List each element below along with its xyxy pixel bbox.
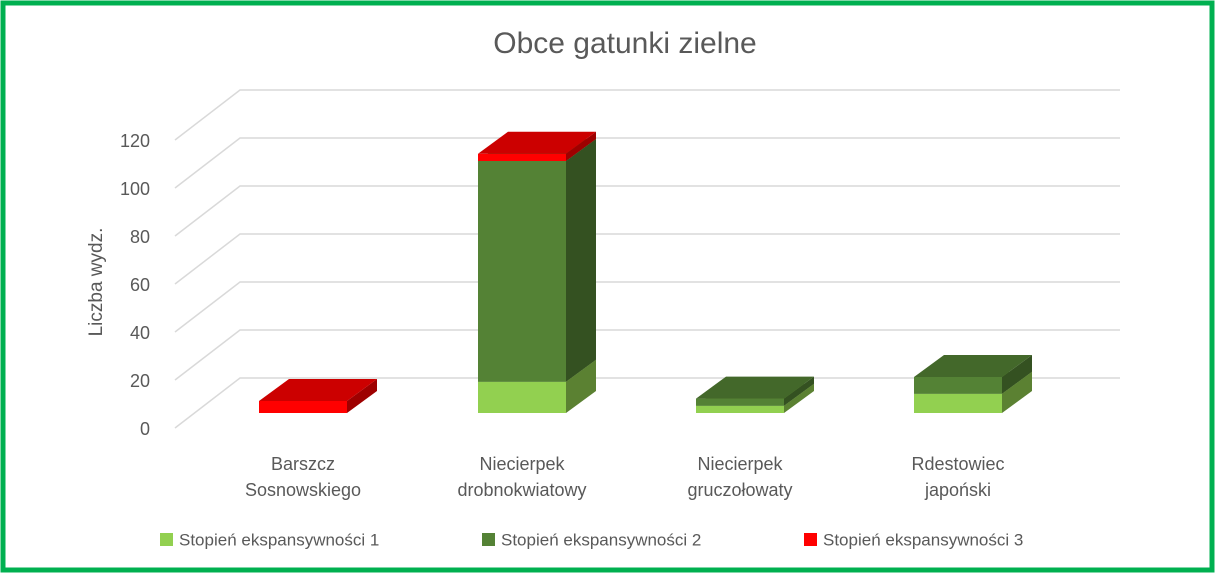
bar-side — [566, 139, 596, 382]
x-tick-label: japoński — [924, 480, 991, 500]
bar-side — [1002, 371, 1032, 413]
bar-front — [478, 381, 566, 413]
bar — [478, 139, 596, 382]
y-tick-label: 20 — [130, 371, 150, 391]
grid-line — [174, 137, 1120, 189]
legend-swatch — [160, 533, 173, 546]
bar-front — [478, 153, 566, 161]
legend-swatch — [482, 533, 495, 546]
grid-line — [174, 329, 1120, 381]
chart-title: Obce gatunki zielne — [493, 27, 757, 60]
x-tick-label: Niecierpek — [479, 454, 565, 474]
x-tick-label: Niecierpek — [697, 454, 783, 474]
grid-line — [174, 377, 1120, 429]
x-tick-label: Rdestowiec — [911, 454, 1004, 474]
bar-side — [566, 131, 596, 161]
bar — [478, 131, 596, 161]
bar-front — [478, 161, 566, 382]
bar-side — [1002, 355, 1032, 394]
bar-top — [478, 131, 596, 154]
bar-side — [784, 383, 814, 413]
grid-line — [174, 185, 1120, 237]
bar — [914, 355, 1032, 394]
y-tick-label: 80 — [130, 227, 150, 247]
grid-line — [174, 281, 1120, 333]
legend-label: Stopień ekspansywności 1 — [179, 530, 379, 549]
x-tick-label: gruczołowaty — [687, 480, 792, 500]
x-tick-label: drobnokwiatowy — [457, 480, 586, 500]
bar-front — [696, 398, 784, 406]
legend-label: Stopień ekspansywności 3 — [823, 530, 1023, 549]
bar-side — [566, 359, 596, 413]
y-tick-label: 0 — [140, 419, 150, 439]
legend-swatch — [804, 533, 817, 546]
bar — [259, 379, 377, 413]
bar-side — [347, 379, 377, 413]
grid-line — [174, 233, 1120, 285]
bar-side — [784, 376, 814, 406]
bar-front — [696, 405, 784, 413]
grid-line — [174, 89, 1120, 141]
bar-front — [259, 401, 347, 413]
legend-label: Stopień ekspansywności 2 — [501, 530, 701, 549]
y-tick-label: 120 — [120, 131, 150, 151]
x-tick-label: Sosnowskiego — [245, 480, 361, 500]
y-tick-label: 100 — [120, 179, 150, 199]
bar — [696, 376, 814, 406]
y-tick-label: 40 — [130, 323, 150, 343]
bar-front — [914, 393, 1002, 413]
x-tick-label: Barszcz — [271, 454, 335, 474]
bar-top — [259, 379, 377, 401]
bar-top — [914, 355, 1032, 377]
bar-front — [914, 377, 1002, 394]
y-tick-label: 60 — [130, 275, 150, 295]
bar-top — [696, 376, 814, 399]
y-axis-label: Liczba wydz. — [86, 228, 107, 337]
